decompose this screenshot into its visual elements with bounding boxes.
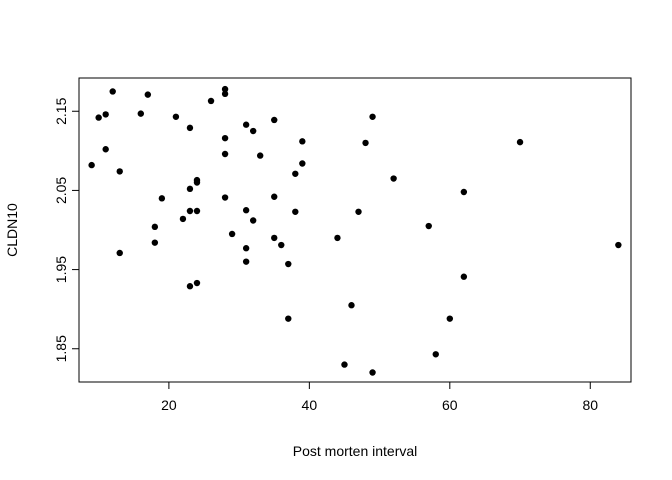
data-point [341, 361, 348, 368]
data-point [95, 114, 102, 121]
x-axis: 20 40 60 80 [161, 381, 598, 413]
data-point [271, 234, 278, 242]
data-point [137, 110, 145, 117]
data-point [285, 260, 292, 268]
y-axis: 1.85 1.95 2.05 2.15 [53, 97, 80, 362]
data-point [249, 217, 257, 224]
data-point [221, 90, 229, 98]
data-point [256, 152, 264, 159]
data-point [460, 273, 468, 280]
data-point [271, 116, 278, 124]
data-point [334, 234, 341, 242]
data-point [116, 168, 123, 175]
data-point [207, 97, 215, 105]
y-axis-title: CLDN10 [4, 203, 20, 257]
x-tick-label: 60 [442, 397, 458, 413]
data-point [278, 241, 285, 249]
data-point [242, 258, 250, 265]
data-point [460, 188, 468, 196]
data-point [186, 124, 194, 132]
data-point [193, 179, 201, 186]
data-point [179, 215, 187, 223]
x-tick-label: 80 [582, 397, 598, 413]
data-point [193, 279, 201, 287]
data-point [116, 249, 123, 257]
data-point [158, 195, 166, 202]
data-point [221, 134, 229, 142]
data-point [242, 207, 250, 214]
data-point [348, 302, 355, 309]
data-point [242, 121, 250, 128]
data-point [151, 239, 159, 246]
data-point [516, 138, 524, 146]
data-point [425, 222, 432, 230]
data-point [362, 139, 369, 147]
data-point [144, 91, 152, 98]
x-axis-title: Post morten interval [293, 443, 418, 459]
data-points [88, 85, 622, 376]
data-point [172, 113, 180, 120]
data-point [102, 111, 109, 118]
y-tick-label: 2.05 [53, 177, 69, 204]
data-point [369, 113, 376, 120]
y-tick-label: 1.95 [53, 256, 69, 283]
data-point [221, 150, 229, 158]
data-point [151, 223, 159, 231]
data-point [355, 208, 362, 215]
data-point [299, 160, 306, 167]
y-tick-label: 2.15 [53, 97, 69, 124]
data-point [88, 161, 95, 169]
data-point [432, 351, 439, 358]
data-point [390, 175, 397, 182]
data-point [446, 315, 454, 322]
data-point [299, 138, 306, 145]
data-point [271, 193, 278, 200]
data-point [102, 146, 109, 153]
data-point [369, 369, 376, 376]
plot-frame [78, 77, 632, 383]
data-point [186, 185, 194, 193]
x-tick-label: 40 [302, 397, 318, 413]
data-point [186, 283, 194, 290]
data-point [242, 245, 250, 252]
data-point [193, 207, 201, 215]
data-point [285, 315, 292, 322]
data-point [292, 208, 299, 215]
data-point [186, 207, 194, 215]
data-point [249, 127, 257, 135]
data-point [221, 85, 229, 93]
data-point [221, 194, 229, 201]
data-point [292, 170, 299, 177]
x-tick-label: 20 [161, 397, 177, 413]
data-point [109, 88, 116, 95]
data-point [228, 230, 236, 238]
y-tick-label: 1.85 [53, 335, 69, 362]
data-point [615, 241, 622, 249]
